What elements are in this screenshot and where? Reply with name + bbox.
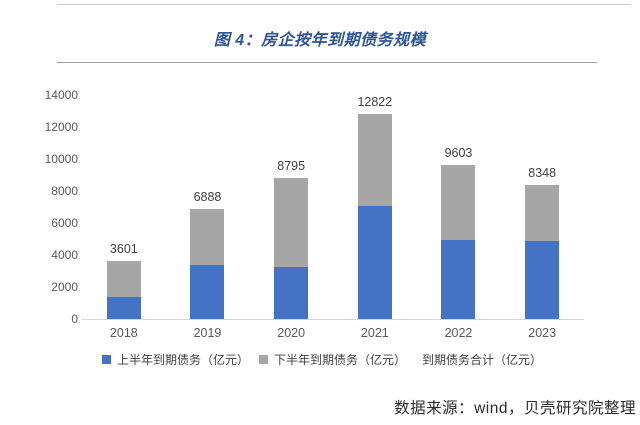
total-value-label: 8348 (528, 166, 557, 181)
x-axis-label: 2018 (109, 326, 138, 340)
y-axis-tick-label: 12000 (44, 120, 78, 134)
y-axis-tick-label: 6000 (51, 216, 78, 230)
bar-column-2020: 8795 2020 (249, 95, 333, 340)
plot-area: 3601 2018 6888 2019 8795 2020 12822 2021 9603 202… (82, 95, 584, 340)
x-axis-label: 2022 (444, 326, 473, 340)
bar-segment-second-half (274, 178, 309, 267)
y-axis-tick-label: 0 (71, 312, 78, 326)
bar-column-2022: 9603 2022 (417, 95, 501, 340)
total-value-label: 8795 (277, 159, 306, 174)
legend-item: 下半年到期债务（亿元） (259, 351, 406, 368)
bar-segment-second-half (106, 261, 141, 297)
y-axis-tick-label: 10000 (44, 152, 78, 166)
bar-column-2019: 6888 2019 (166, 95, 250, 340)
y-axis-tick-label: 8000 (51, 184, 78, 198)
legend-swatch-icon (102, 355, 111, 364)
bar-segment-second-half (525, 185, 560, 242)
legend: 上半年到期债务（亿元） 下半年到期债务（亿元） 到期债务合计（亿元） (0, 351, 640, 367)
legend-label: 下半年到期债务（亿元） (274, 353, 407, 367)
total-value-label: 9603 (444, 146, 473, 161)
x-axis-label: 2020 (277, 326, 306, 340)
top-divider (57, 4, 631, 5)
legend-label: 上半年到期债务（亿元） (117, 353, 250, 367)
chart-title: 图 4：房企按年到期债务规模 (213, 32, 427, 49)
y-axis-tick-label: 14000 (44, 88, 78, 102)
x-axis-label: 2021 (360, 326, 389, 340)
total-value-label: 6888 (193, 189, 222, 204)
bar-segment-first-half (106, 296, 141, 319)
bar-segment-first-half (190, 265, 225, 319)
source-note: 数据来源：wind，贝壳研究院整理 (394, 400, 636, 417)
total-value-label: 12822 (357, 94, 393, 109)
bar-column-2023: 8348 2023 (500, 95, 584, 340)
total-value-label: 3601 (109, 242, 138, 257)
bar-column-2021: 12822 2021 (333, 95, 417, 340)
legend-item: 上半年到期债务（亿元） (102, 351, 249, 368)
x-axis-label: 2023 (528, 326, 557, 340)
legend-label: 到期债务合计（亿元） (422, 353, 543, 367)
title-divider (57, 62, 597, 63)
bar-segment-first-half (441, 239, 476, 319)
bar-segment-second-half (190, 208, 225, 266)
bar-segment-first-half (525, 241, 560, 319)
bar-column-2018: 3601 2018 (82, 95, 166, 340)
y-axis-tick-label: 4000 (51, 248, 78, 262)
legend-swatch-icon (259, 355, 268, 364)
bar-segment-first-half (357, 206, 392, 319)
bar-segment-second-half (441, 165, 476, 240)
y-axis-tick-label: 2000 (51, 280, 78, 294)
x-axis-label: 2019 (193, 326, 222, 340)
legend-item: 到期债务合计（亿元） (422, 351, 542, 368)
bar-segment-first-half (274, 267, 309, 319)
bar-segment-second-half (357, 113, 392, 207)
